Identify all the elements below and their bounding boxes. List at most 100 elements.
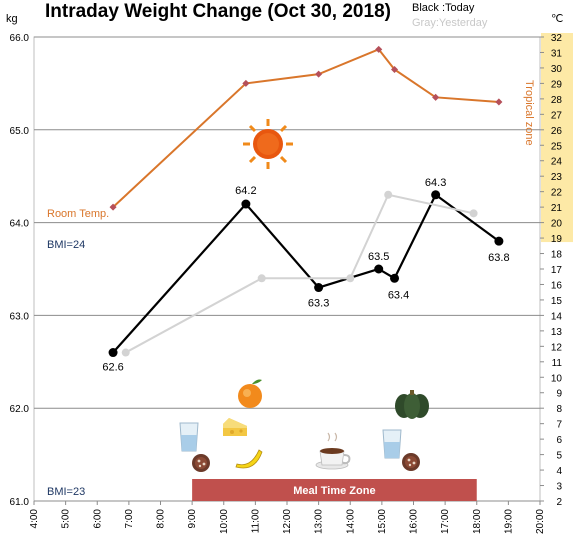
y-axis-unit: kg	[6, 13, 18, 25]
x-tick-label: 17:00	[440, 509, 451, 534]
y2-tick-label: 13	[551, 327, 563, 338]
x-tick-label: 19:00	[503, 509, 514, 534]
y2-tick-label: 5	[556, 451, 562, 462]
bmi24-label: BMI=24	[47, 239, 85, 251]
data-label: 64.2	[235, 185, 256, 197]
plot-frame	[33, 36, 541, 502]
room-temp-label: Room Temp.	[47, 208, 109, 220]
data-label: 63.3	[308, 298, 329, 310]
cookie-icon	[192, 454, 210, 472]
data-label: 64.3	[425, 177, 446, 189]
y2-tick-label: 14	[551, 311, 563, 322]
y2-tick-label: 19	[551, 234, 563, 245]
data-label: 63.8	[488, 252, 509, 264]
room-temp-point	[390, 65, 399, 74]
room-temp-point	[432, 93, 440, 101]
pumpkin-icon	[395, 390, 429, 419]
x-tick-label: 14:00	[345, 509, 356, 534]
y2-tick-label: 31	[551, 48, 563, 59]
y2-tick-label: 17	[551, 265, 563, 276]
meal-time-zone-bar	[192, 479, 477, 501]
x-tick-label: 13:00	[314, 509, 325, 534]
today-point	[374, 264, 384, 274]
y2-tick-label: 15	[551, 296, 563, 307]
y2-tick-label: 6	[556, 435, 562, 446]
y-tick-label: 65.0	[10, 126, 30, 137]
y2-tick-label: 12	[551, 342, 563, 353]
room-temp-point	[495, 98, 503, 106]
y2-tick-label: 22	[551, 188, 563, 199]
x-tick-label: 5:00	[61, 509, 72, 529]
x-tick-label: 15:00	[377, 509, 388, 534]
tropical-zone-label: Tropical zone	[523, 80, 535, 146]
meal-time-zone-label: Meal Time Zone	[293, 485, 375, 497]
yesterday-point	[469, 209, 478, 218]
y2-axis-unit: ℃	[551, 13, 563, 25]
y2-tick-label: 3	[556, 482, 562, 493]
room-temp-point	[375, 45, 383, 53]
room-temp-point	[242, 79, 250, 87]
y2-tick-label: 18	[551, 250, 563, 261]
x-tick-label: 4:00	[29, 509, 40, 529]
today-point	[494, 236, 504, 246]
legend-yesterday: Gray:Yesterday	[412, 17, 488, 29]
gridlines	[34, 36, 540, 502]
room-temp-point	[109, 203, 117, 211]
orange-icon	[238, 379, 262, 408]
yesterday-point	[257, 274, 266, 283]
water-glass-icon	[382, 429, 402, 459]
sun-icon	[243, 119, 293, 169]
today-point	[314, 283, 324, 293]
y2-tick-label: 25	[551, 141, 563, 152]
y-tick-label: 61.0	[10, 497, 30, 508]
chart-title: Intraday Weight Change (Oct 30, 2018)	[45, 1, 391, 22]
x-tick-label: 9:00	[187, 509, 198, 529]
data-label: 62.6	[102, 362, 123, 374]
series-layer: 62.6 64.2 63.3 63.5 63.4 64.3 63.8	[102, 45, 510, 374]
y2-tick-label: 11	[552, 358, 563, 369]
y2-tick-label: 21	[551, 203, 563, 214]
y2-tick-label: 32	[551, 33, 563, 44]
today-point	[431, 190, 441, 200]
x-tick-label: 16:00	[409, 509, 420, 534]
yesterday-point	[346, 274, 355, 283]
y-axis-ticks: 61.0 62.0 63.0 64.0 65.0 66.0	[10, 33, 30, 508]
cheese-icon	[223, 418, 247, 436]
x-tick-label: 12:00	[282, 509, 293, 534]
y-tick-label: 64.0	[10, 219, 30, 230]
x-tick-label: 18:00	[472, 509, 483, 534]
y2-tick-label: 30	[551, 64, 563, 75]
y-tick-label: 63.0	[10, 311, 30, 322]
bmi23-label: BMI=23	[47, 486, 85, 498]
y2-tick-label: 4	[556, 466, 562, 477]
y-tick-label: 62.0	[10, 404, 30, 415]
room-temp-point	[315, 70, 323, 78]
y2-tick-label: 7	[556, 420, 562, 431]
x-tick-label: 8:00	[156, 509, 167, 529]
legend-today: Black :Today	[412, 2, 475, 14]
data-label: 63.4	[388, 289, 409, 301]
y2-tick-label: 16	[551, 280, 563, 291]
y2-tick-label: 10	[551, 373, 563, 384]
y2-tick-label: 2	[556, 497, 562, 508]
x-tick-label: 20:00	[535, 509, 546, 534]
y2-tick-label: 8	[556, 404, 562, 415]
x-tick-label: 6:00	[92, 509, 103, 529]
x-tick-label: 7:00	[124, 509, 135, 529]
y2-tick-label: 28	[551, 95, 563, 106]
y2-tick-label: 20	[551, 219, 563, 230]
water-glass-icon	[179, 422, 199, 452]
y2-tick-label: 23	[551, 172, 563, 183]
today-point	[390, 273, 400, 283]
x-tick-label: 11:00	[250, 509, 261, 534]
y2-tick-label: 9	[556, 389, 562, 400]
cookie-icon	[402, 453, 420, 471]
x-axis-ticks: 4:00 5:00 6:00 7:00 8:00 9:00 10:00 11:00 12:00 1…	[29, 501, 546, 534]
y2-tick-label: 27	[551, 110, 563, 121]
data-label: 63.5	[368, 251, 389, 263]
y2-tick-label: 29	[551, 79, 563, 90]
today-point	[108, 348, 118, 358]
y-tick-label: 66.0	[10, 33, 30, 44]
today-point	[241, 199, 251, 209]
y2-axis-ticks: 2345678910111213141516171819202122232425…	[540, 33, 562, 508]
